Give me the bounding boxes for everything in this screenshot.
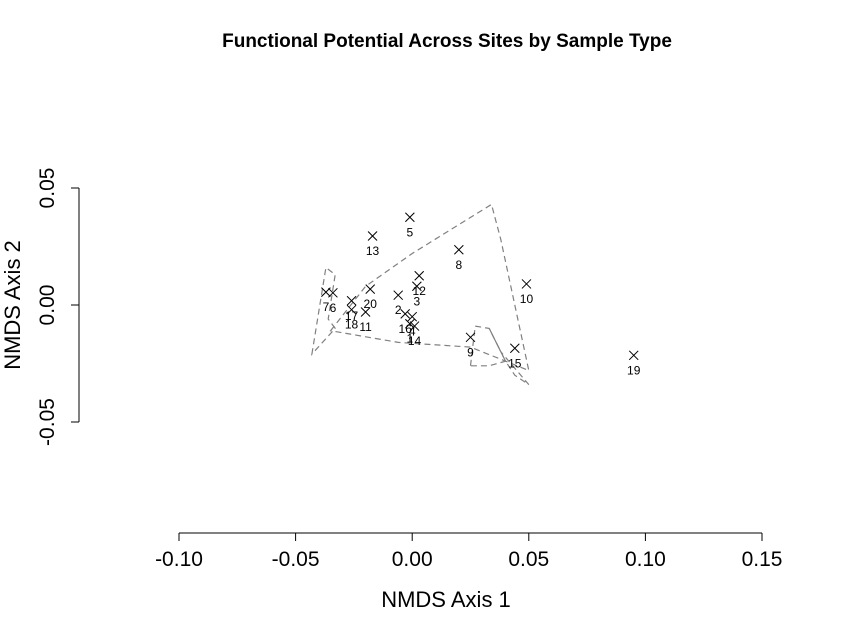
point-label: 3	[414, 294, 421, 308]
point-label: 10	[520, 292, 534, 306]
scatter-point	[367, 231, 378, 241]
point-label: 11	[359, 320, 372, 334]
y-tick-label: 0.00	[36, 285, 59, 326]
hull-polygon	[469, 325, 507, 367]
point-label: 14	[408, 334, 422, 348]
point-label: 20	[364, 297, 378, 311]
x-tick-label: 0.00	[392, 548, 433, 571]
scatter-point	[509, 343, 520, 354]
hull-polygon	[310, 266, 336, 357]
scatter-point	[409, 321, 420, 331]
point-label: 6	[330, 301, 337, 315]
scatter-point	[414, 270, 425, 281]
scatter-point	[365, 284, 376, 294]
point-label: 15	[508, 356, 522, 370]
x-axis-title: NMDS Axis 1	[381, 587, 511, 612]
scatter-point	[360, 307, 371, 317]
point-label: 9	[467, 345, 474, 359]
scatter-point	[407, 311, 418, 322]
y-tick-label: -0.05	[36, 398, 59, 446]
hull-polygon	[329, 203, 530, 372]
scatter-point	[393, 290, 404, 301]
scatter-point	[465, 332, 476, 343]
scatter-point	[405, 212, 415, 223]
x-tick-label: -0.05	[272, 548, 320, 571]
point-label: 19	[627, 363, 641, 377]
x-tick-label: -0.10	[155, 548, 203, 571]
point-label: 13	[366, 244, 380, 258]
x-axis-ticks: -0.10 -0.05 0.00 0.05 0.10 0.15	[155, 533, 782, 571]
point-label: 1	[407, 332, 414, 346]
scatter-point	[346, 295, 357, 306]
scatter-point	[400, 309, 411, 319]
scatter-point	[628, 350, 639, 361]
y-axis-ticks: -0.05 0.00 0.05	[36, 168, 79, 446]
point-label: 16	[399, 322, 413, 336]
point-label: 2	[395, 303, 402, 317]
scatter-point	[412, 281, 422, 292]
x-tick-label: 0.05	[508, 548, 549, 571]
x-tick-label: 0.10	[625, 548, 666, 571]
chart-title: Functional Potential Across Sites by Sam…	[222, 31, 672, 52]
scatter-point	[405, 318, 415, 329]
point-label: 8	[455, 258, 462, 272]
point-label: 18	[345, 318, 359, 332]
y-axis-title: NMDS Axis 2	[0, 240, 25, 370]
scatter-point	[453, 244, 464, 255]
scatter-point	[346, 304, 357, 315]
point-label: 12	[413, 284, 427, 298]
scatter-point	[521, 279, 532, 289]
x-tick-label: 0.15	[742, 548, 783, 571]
hull-polygon	[488, 328, 530, 386]
point-label: 4	[409, 325, 416, 339]
point-label: 5	[407, 225, 414, 239]
point-label: 7	[323, 300, 330, 314]
scatter-point	[321, 287, 331, 297]
y-tick-label: 0.05	[36, 168, 59, 209]
